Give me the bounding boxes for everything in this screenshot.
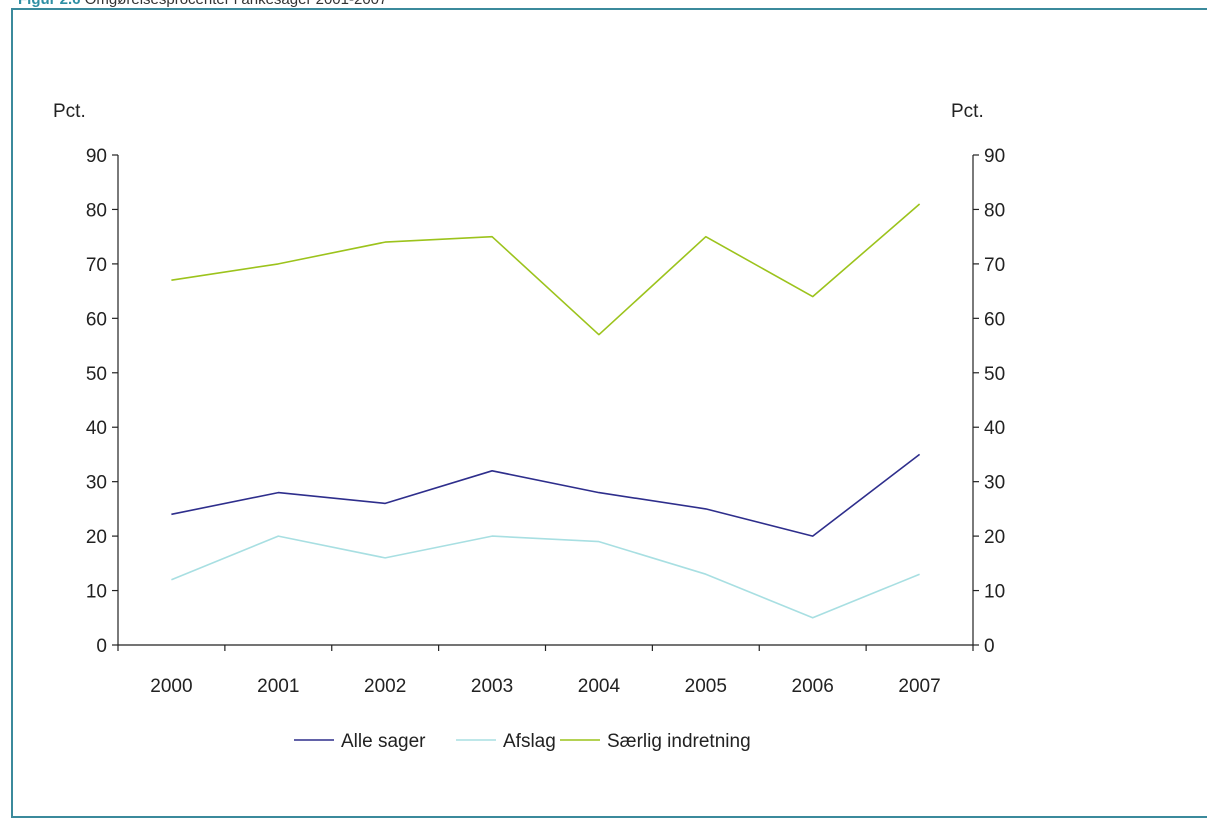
y-tick-label-right: 90 — [984, 146, 1005, 167]
x-tick-label: 2001 — [257, 676, 299, 697]
figure-caption: Figur 2.6 Omgørelsesprocenter i ankesage… — [18, 0, 394, 8]
line-chart: Pct. Pct. 0 0 10 10 20 20 30 30 40 40 50 50 60 60 70 70… — [53, 101, 1005, 752]
y-tick-label-right: 10 — [984, 582, 1005, 603]
y-tick-label-left: 20 — [86, 527, 107, 548]
x-tick-label: 2005 — [685, 676, 727, 697]
y-tick-label-left: 30 — [86, 473, 107, 494]
x-tick-label: 2004 — [578, 676, 621, 697]
x-tick-label: 2002 — [364, 676, 406, 697]
y-axis-label-left: Pct. — [53, 101, 86, 122]
y-tick-label-right: 80 — [984, 200, 1005, 221]
x-tick-label: 2003 — [471, 676, 513, 697]
y-tick-label-left: 90 — [86, 146, 107, 167]
chart-series-lines — [171, 203, 921, 619]
legend-label: Alle sager — [341, 731, 426, 752]
figure-label: Figur 2.6 — [18, 0, 81, 8]
y-tick-label-right: 50 — [984, 364, 1005, 385]
y-axis-label-right: Pct. — [951, 101, 984, 122]
series-line-afslag — [171, 535, 920, 619]
y-tick-label-left: 40 — [86, 418, 107, 439]
series-line-særlig-indretning — [171, 203, 921, 336]
legend-label: Særlig indretning — [607, 731, 751, 752]
y-tick-label-left: 70 — [86, 255, 107, 276]
y-tick-label-right: 40 — [984, 418, 1005, 439]
legend-label: Afslag — [503, 731, 556, 752]
x-tick-label: 2007 — [898, 676, 940, 697]
series-line-alle-sager — [171, 453, 921, 537]
y-tick-label-right: 30 — [984, 473, 1005, 494]
y-tick-label-right: 20 — [984, 527, 1005, 548]
y-tick-label-left: 10 — [86, 582, 107, 603]
y-tick-label-right: 0 — [984, 636, 995, 657]
y-tick-label-left: 50 — [86, 364, 107, 385]
y-tick-label-left: 80 — [86, 200, 107, 221]
y-tick-label-right: 70 — [984, 255, 1005, 276]
y-tick-label-left: 60 — [86, 309, 107, 330]
chart-legend: Alle sager Afslag Særlig indretning — [294, 731, 751, 752]
x-tick-label: 2000 — [150, 676, 192, 697]
y-tick-label-right: 60 — [984, 309, 1005, 330]
figure-title: Omgørelsesprocenter i ankesager 2001-200… — [85, 0, 388, 8]
y-tick-label-left: 0 — [96, 636, 107, 657]
chart-axes: 0 0 10 10 20 20 30 30 40 40 50 50 60 60 70 70 80 80 90 90 20… — [86, 146, 1005, 697]
x-tick-label: 2006 — [792, 676, 834, 697]
